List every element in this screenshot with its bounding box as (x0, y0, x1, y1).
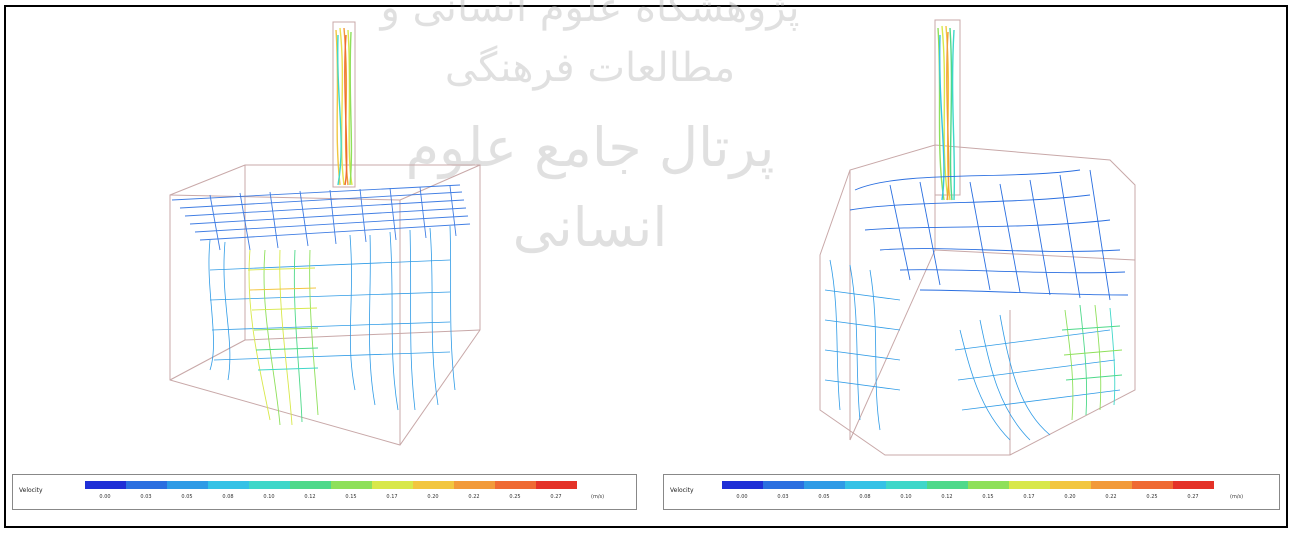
colorbar-tick-label: 0.17 (386, 494, 398, 500)
colorbar-swatch (1009, 481, 1050, 489)
right-flow-panel (810, 10, 1150, 460)
colorbar-swatch (536, 481, 577, 489)
right-duct-streamlines (937, 25, 956, 201)
left-colorbar-ticks: 0.00 0.03 0.05 0.08 0.10 0.12 0.15 0.17 0.20 0.22… (85, 494, 577, 504)
right-velocity-colorbar: Velocity 0.00 0.03 0.05 0.08 0.10 0.12 0.15 0.1… (663, 474, 1280, 510)
colorbar-swatch (290, 481, 331, 489)
colorbar-swatch (331, 481, 372, 489)
colorbar-swatch (249, 481, 290, 489)
left-velocity-colorbar: Velocity 0.00 0.03 0.05 0.08 0.10 0.12 0.15 0.1… (12, 474, 637, 510)
colorbar-tick-label: 0.10 (263, 494, 275, 500)
colorbar-swatch (927, 481, 968, 489)
colorbar-tick-label: 0.05 (818, 494, 830, 500)
colorbar-tick-label: 0.05 (181, 494, 193, 500)
colorbar-tick-label: 0.22 (1105, 494, 1117, 500)
left-room-outline (169, 21, 481, 446)
colorbar-tick-label: 0.12 (941, 494, 953, 500)
right-room-outline (819, 19, 1136, 456)
colorbar-swatch (1132, 481, 1173, 489)
left-flow-panel (150, 10, 500, 460)
colorbar-tick-label: 0.17 (1023, 494, 1035, 500)
left-flow-visualization (169, 21, 481, 446)
right-mesh-lower (824, 259, 1121, 441)
colorbar-swatch (1050, 481, 1091, 489)
left-ceiling-mesh (171, 184, 471, 251)
colorbar-swatch (845, 481, 886, 489)
colorbar-swatch (722, 481, 763, 489)
colorbar-tick-label: 0.00 (736, 494, 748, 500)
right-colorbar-ticks: 0.00 0.03 0.05 0.08 0.10 0.12 0.15 0.17 0.20 0.22… (722, 494, 1214, 504)
colorbar-tick-label: 0.22 (468, 494, 480, 500)
figure-frame (4, 5, 1288, 528)
colorbar-tick-label: 0.15 (345, 494, 357, 500)
colorbar-swatch (968, 481, 1009, 489)
colorbar-tick-label: 0.25 (509, 494, 521, 500)
left-wall-mesh (208, 225, 456, 411)
colorbar-swatch (208, 481, 249, 489)
right-colorbar-swatches (722, 481, 1214, 489)
left-colorbar-label: Velocity (19, 487, 43, 494)
colorbar-tick-label: 0.27 (550, 494, 562, 500)
colorbar-swatch (886, 481, 927, 489)
left-colorbar-unit: (m/s) (591, 494, 605, 500)
colorbar-tick-label: 0.27 (1187, 494, 1199, 500)
right-flow-visualization (819, 19, 1136, 456)
colorbar-swatch (85, 481, 126, 489)
left-hot-zone-mesh (247, 249, 319, 426)
colorbar-tick-label: 0.20 (1064, 494, 1076, 500)
colorbar-swatch (1173, 481, 1214, 489)
colorbar-tick-label: 0.03 (777, 494, 789, 500)
right-colorbar-label: Velocity (670, 487, 694, 494)
right-colorbar-unit: (m/s) (1230, 494, 1244, 500)
left-duct-streamlines (335, 27, 353, 186)
colorbar-tick-label: 0.12 (304, 494, 316, 500)
colorbar-tick-label: 0.25 (1146, 494, 1158, 500)
colorbar-tick-label: 0.10 (900, 494, 912, 500)
colorbar-tick-label: 0.08 (222, 494, 234, 500)
colorbar-tick-label: 0.15 (982, 494, 994, 500)
colorbar-swatch (167, 481, 208, 489)
colorbar-swatch (126, 481, 167, 489)
colorbar-swatch (763, 481, 804, 489)
right-mesh-upper (849, 169, 1129, 301)
right-hot-zone-mesh (1061, 304, 1123, 421)
colorbar-swatch (413, 481, 454, 489)
colorbar-swatch (495, 481, 536, 489)
colorbar-swatch (1091, 481, 1132, 489)
colorbar-swatch (804, 481, 845, 489)
colorbar-tick-label: 0.08 (859, 494, 871, 500)
left-colorbar-swatches (85, 481, 577, 489)
colorbar-tick-label: 0.20 (427, 494, 439, 500)
colorbar-tick-label: 0.00 (99, 494, 111, 500)
colorbar-swatch (454, 481, 495, 489)
colorbar-swatch (372, 481, 413, 489)
colorbar-tick-label: 0.03 (140, 494, 152, 500)
